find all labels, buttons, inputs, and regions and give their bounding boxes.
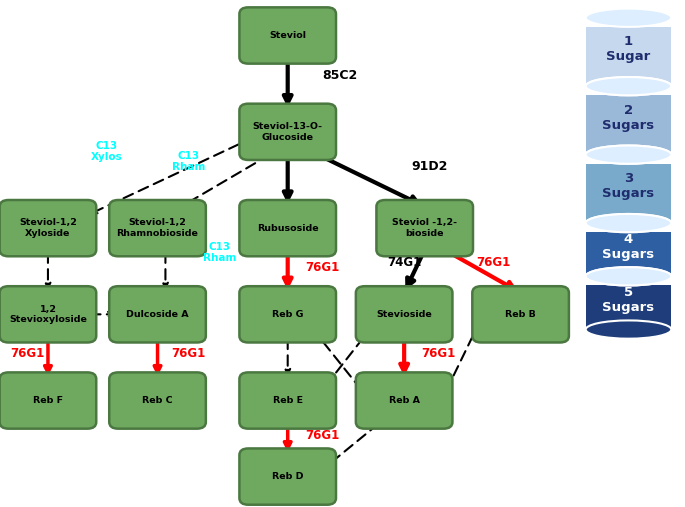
FancyBboxPatch shape xyxy=(473,286,569,343)
Ellipse shape xyxy=(586,267,671,285)
FancyBboxPatch shape xyxy=(110,286,206,343)
Text: 76G1: 76G1 xyxy=(476,256,510,269)
Ellipse shape xyxy=(586,214,671,232)
Text: Reb F: Reb F xyxy=(33,396,63,405)
FancyBboxPatch shape xyxy=(0,286,96,343)
Text: Steviol: Steviol xyxy=(269,31,306,40)
Text: C13
Xylos: C13 Xylos xyxy=(90,141,122,162)
FancyBboxPatch shape xyxy=(239,372,336,429)
FancyBboxPatch shape xyxy=(110,200,206,256)
Text: 3
Sugars: 3 Sugars xyxy=(602,172,655,200)
Text: Rubusoside: Rubusoside xyxy=(257,224,319,233)
FancyBboxPatch shape xyxy=(239,200,336,256)
Text: Steviol-1,2
Rhamnobioside: Steviol-1,2 Rhamnobioside xyxy=(116,219,199,238)
Text: 76G1: 76G1 xyxy=(305,261,339,274)
Text: 1
Sugar: 1 Sugar xyxy=(606,35,651,63)
Text: Stevioside: Stevioside xyxy=(376,310,432,319)
FancyBboxPatch shape xyxy=(376,200,473,256)
FancyBboxPatch shape xyxy=(356,286,452,343)
Ellipse shape xyxy=(586,214,671,232)
Text: Reb G: Reb G xyxy=(272,310,303,319)
Text: 76G1: 76G1 xyxy=(421,347,456,360)
FancyBboxPatch shape xyxy=(0,200,96,256)
FancyBboxPatch shape xyxy=(239,7,336,63)
Text: Reb B: Reb B xyxy=(506,310,536,319)
Text: 4
Sugars: 4 Sugars xyxy=(602,233,655,261)
Text: Steviol-1,2
Xyloside: Steviol-1,2 Xyloside xyxy=(19,219,77,238)
Text: 91D2: 91D2 xyxy=(411,160,447,173)
Text: 5
Sugars: 5 Sugars xyxy=(602,286,655,314)
Text: Reb D: Reb D xyxy=(272,472,303,481)
Ellipse shape xyxy=(586,267,671,285)
FancyBboxPatch shape xyxy=(239,286,336,343)
Text: Reb A: Reb A xyxy=(388,396,420,405)
Text: 1,2
Stevioxyloside: 1,2 Stevioxyloside xyxy=(9,305,87,324)
Text: 76G1: 76G1 xyxy=(10,347,45,360)
Ellipse shape xyxy=(586,146,671,164)
Text: 74G1: 74G1 xyxy=(387,256,421,269)
Ellipse shape xyxy=(586,77,671,95)
FancyBboxPatch shape xyxy=(239,449,336,505)
FancyBboxPatch shape xyxy=(356,372,452,429)
FancyBboxPatch shape xyxy=(239,104,336,160)
Text: Reb E: Reb E xyxy=(273,396,303,405)
Ellipse shape xyxy=(586,77,671,95)
Text: 76G1: 76G1 xyxy=(305,428,339,442)
Text: 85C2: 85C2 xyxy=(322,68,357,82)
Text: Reb C: Reb C xyxy=(142,396,173,405)
FancyBboxPatch shape xyxy=(586,27,671,86)
FancyBboxPatch shape xyxy=(586,95,671,155)
FancyBboxPatch shape xyxy=(586,285,671,330)
Text: C13
Rham: C13 Rham xyxy=(203,242,236,263)
Text: 2
Sugars: 2 Sugars xyxy=(602,103,655,132)
FancyBboxPatch shape xyxy=(110,372,206,429)
FancyBboxPatch shape xyxy=(0,372,96,429)
Text: Steviol -1,2-
bioside: Steviol -1,2- bioside xyxy=(393,219,457,238)
Ellipse shape xyxy=(586,320,671,339)
FancyBboxPatch shape xyxy=(586,232,671,276)
Text: 76G1: 76G1 xyxy=(171,347,206,360)
Text: Steviol-13-O-
Glucoside: Steviol-13-O- Glucoside xyxy=(253,122,323,141)
Text: C13
Rham: C13 Rham xyxy=(172,151,205,172)
Text: Dulcoside A: Dulcoside A xyxy=(126,310,189,319)
Ellipse shape xyxy=(586,146,671,164)
Ellipse shape xyxy=(586,9,671,27)
FancyBboxPatch shape xyxy=(586,164,671,223)
